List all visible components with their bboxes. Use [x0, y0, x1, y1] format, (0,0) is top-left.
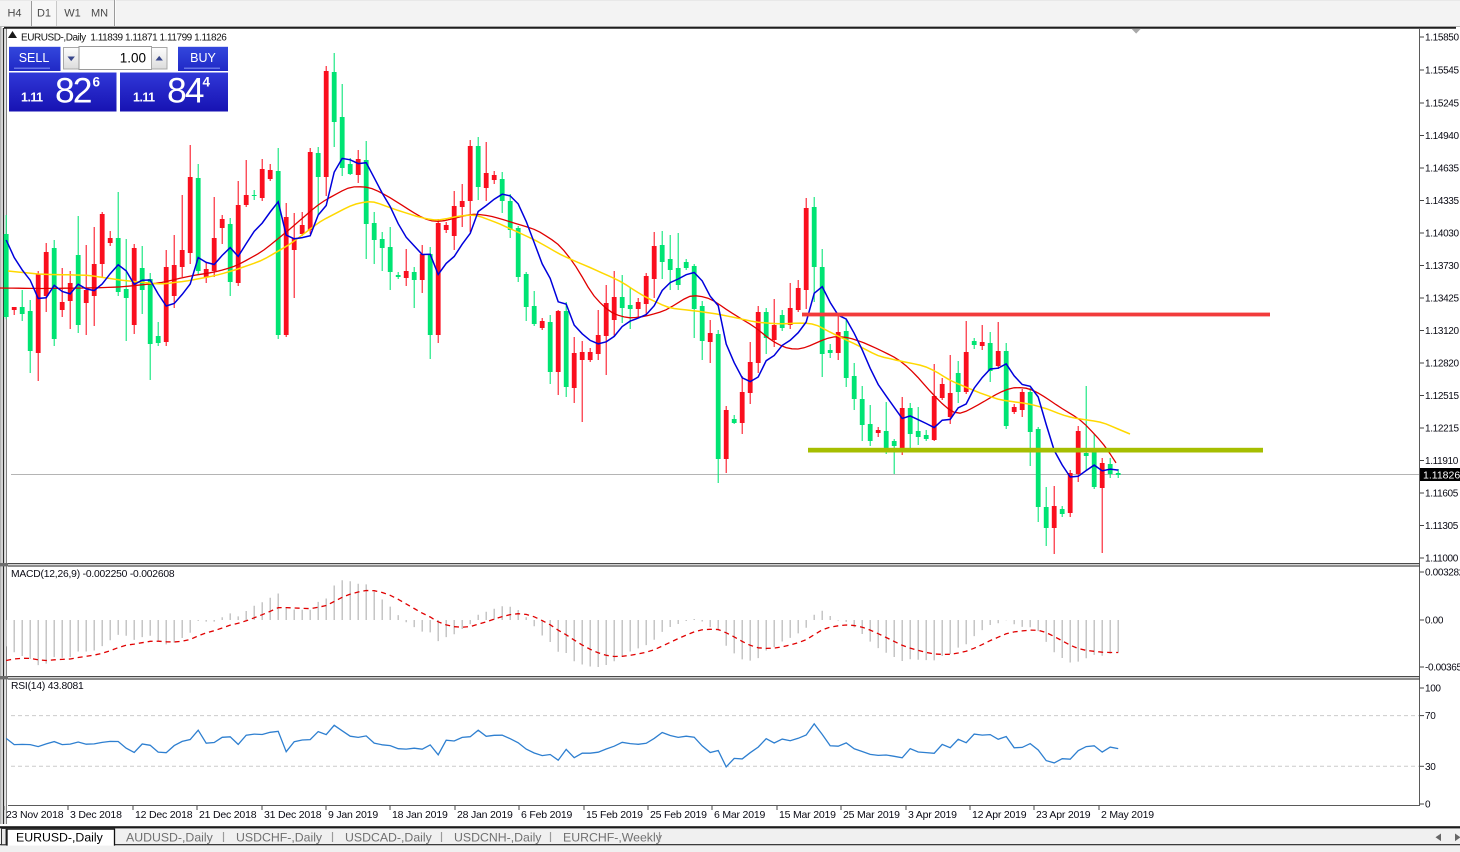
svg-text:0.003282: 0.003282 [1425, 568, 1460, 579]
svg-text:18 Jan 2019: 18 Jan 2019 [392, 809, 448, 821]
svg-text:1.15850: 1.15850 [1425, 33, 1459, 44]
svg-text:1.11: 1.11 [21, 91, 43, 105]
svg-text:1.12820: 1.12820 [1425, 359, 1459, 370]
svg-text:70: 70 [1425, 711, 1436, 722]
svg-text:1.15545: 1.15545 [1425, 66, 1459, 77]
svg-text:MACD(12,26,9) -0.002250 -0.002: MACD(12,26,9) -0.002250 -0.002608 [11, 569, 175, 580]
svg-text:0.00: 0.00 [1425, 616, 1444, 627]
svg-text:100: 100 [1425, 684, 1441, 695]
svg-text:1.14335: 1.14335 [1425, 196, 1459, 207]
svg-text:1.15245: 1.15245 [1425, 99, 1459, 110]
svg-text:1.00: 1.00 [120, 51, 146, 66]
svg-text:12 Dec 2018: 12 Dec 2018 [135, 809, 193, 821]
svg-text:D1: D1 [37, 8, 51, 20]
svg-text:USDCNH-,Daily: USDCNH-,Daily [454, 831, 542, 845]
svg-text:EURCHF-,Weekly: EURCHF-,Weekly [563, 831, 663, 845]
svg-text:6: 6 [93, 75, 101, 90]
svg-text:6 Mar 2019: 6 Mar 2019 [714, 809, 765, 821]
svg-text:28 Jan 2019: 28 Jan 2019 [457, 809, 513, 821]
svg-text:2 May 2019: 2 May 2019 [1101, 809, 1154, 821]
svg-text:12 Apr 2019: 12 Apr 2019 [972, 809, 1027, 821]
svg-text:SELL: SELL [19, 51, 50, 65]
svg-text:BUY: BUY [190, 51, 216, 65]
svg-text:1.11826: 1.11826 [1423, 470, 1460, 482]
svg-text:1.13730: 1.13730 [1425, 261, 1459, 272]
svg-text:30: 30 [1425, 762, 1436, 773]
svg-text:23 Apr 2019: 23 Apr 2019 [1036, 809, 1091, 821]
svg-text:4: 4 [203, 75, 211, 90]
svg-text:6 Feb 2019: 6 Feb 2019 [521, 809, 572, 821]
svg-text:0: 0 [1425, 800, 1431, 811]
svg-text:84: 84 [167, 71, 204, 111]
svg-text:W1: W1 [64, 8, 81, 20]
svg-text:1.13120: 1.13120 [1425, 326, 1459, 337]
svg-text:9 Jan 2019: 9 Jan 2019 [328, 809, 378, 821]
svg-text:1.14030: 1.14030 [1425, 229, 1459, 240]
svg-text:21 Dec 2018: 21 Dec 2018 [199, 809, 257, 821]
svg-text:EURUSD-,Daily 1.11839 1.11871: EURUSD-,Daily 1.11839 1.11871 1.11799 1.… [21, 33, 227, 44]
svg-text:AUDUSD-,Daily: AUDUSD-,Daily [126, 831, 214, 845]
svg-text:15 Feb 2019: 15 Feb 2019 [586, 809, 643, 821]
svg-text:82: 82 [55, 71, 91, 111]
svg-text:1.11605: 1.11605 [1425, 489, 1459, 500]
svg-text:15 Mar 2019: 15 Mar 2019 [779, 809, 836, 821]
svg-text:25 Mar 2019: 25 Mar 2019 [843, 809, 900, 821]
svg-text:USDCHF-,Daily: USDCHF-,Daily [236, 831, 323, 845]
svg-text:1.11910: 1.11910 [1425, 456, 1459, 467]
svg-text:1.13425: 1.13425 [1425, 294, 1459, 305]
svg-text:31 Dec 2018: 31 Dec 2018 [264, 809, 322, 821]
svg-text:RSI(14) 43.8081: RSI(14) 43.8081 [11, 681, 84, 692]
svg-text:1.11305: 1.11305 [1425, 521, 1459, 532]
svg-text:H4: H4 [7, 8, 21, 20]
svg-text:1.14635: 1.14635 [1425, 164, 1459, 175]
svg-text:MN: MN [91, 8, 108, 20]
svg-text:23 Nov 2018: 23 Nov 2018 [6, 809, 64, 821]
svg-text:3 Apr 2019: 3 Apr 2019 [908, 809, 957, 821]
svg-text:USDCAD-,Daily: USDCAD-,Daily [345, 831, 433, 845]
svg-text:1.12515: 1.12515 [1425, 391, 1459, 402]
svg-text:3 Dec 2018: 3 Dec 2018 [70, 809, 122, 821]
svg-text:25 Feb 2019: 25 Feb 2019 [650, 809, 707, 821]
svg-text:EURUSD-,Daily: EURUSD-,Daily [16, 831, 104, 845]
svg-text:1.11000: 1.11000 [1425, 554, 1459, 565]
svg-text:1.11: 1.11 [133, 91, 155, 105]
svg-text:1.14940: 1.14940 [1425, 131, 1459, 142]
svg-text:-0.00365: -0.00365 [1425, 663, 1460, 674]
svg-text:1.12215: 1.12215 [1425, 424, 1459, 435]
